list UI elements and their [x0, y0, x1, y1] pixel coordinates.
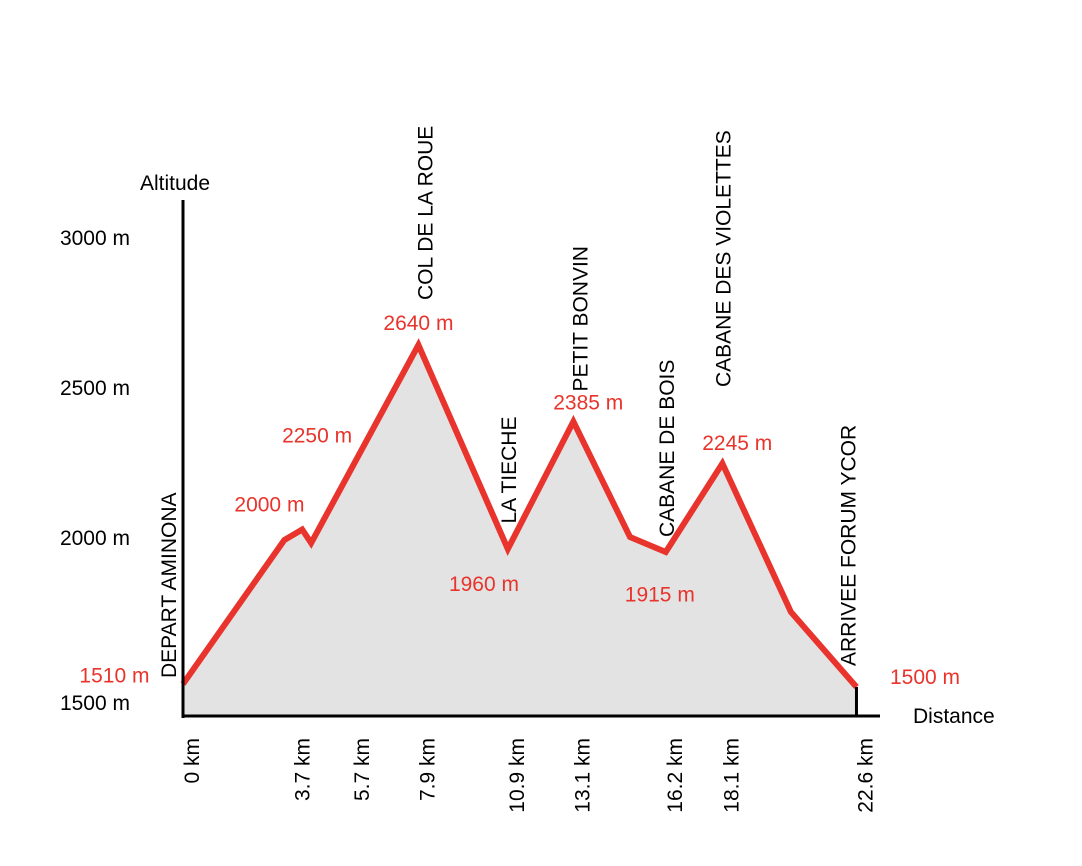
elevation-label: 2250 m	[282, 425, 352, 448]
waypoint-label: DEPART AMINONA	[158, 492, 181, 678]
x-tick-label: 5.7 km	[351, 738, 374, 801]
elevation-label: 1500 m	[890, 666, 960, 689]
y-axis-title: Altitude	[140, 172, 210, 195]
y-tick-label: 3000 m	[60, 227, 130, 250]
waypoint-label: CABANE DE BOIS	[656, 360, 679, 537]
y-tick-label: 2000 m	[60, 527, 130, 550]
x-tick-label: 7.9 km	[416, 738, 439, 801]
x-tick-label: 18.1 km	[720, 738, 743, 813]
profile-line	[180, 338, 859, 689]
elevation-label: 2000 m	[234, 494, 304, 517]
y-tick-label: 1500 m	[60, 692, 130, 715]
waypoint-label: CABANE DES VIOLETTES	[712, 130, 735, 387]
elevation-label: 2640 m	[383, 312, 453, 335]
x-tick-labels: 0 km 3.7 km 5.7 km 7.9 km 10.9 km 13.1 km 16.2…	[181, 738, 877, 813]
waypoint-label: ARRIVEE FORUM YCOR	[838, 425, 861, 666]
x-tick-label: 13.1 km	[571, 738, 594, 813]
x-tick-label: 0 km	[181, 738, 204, 784]
waypoint-label: LA TIECHE	[498, 417, 521, 524]
x-axis-title: Distance	[913, 705, 995, 728]
x-tick-label: 10.9 km	[506, 738, 529, 813]
elevation-label: 1510 m	[79, 665, 149, 688]
elevation-label: 2385 m	[553, 392, 623, 415]
y-tick-label: 2500 m	[60, 377, 130, 400]
waypoint-label: COL DE LA ROUE	[414, 126, 437, 300]
elevation-labels: 1510 m 2000 m 2250 m 2640 m 1960 m 2385 m 1915…	[79, 312, 960, 689]
x-tick-label: 16.2 km	[664, 738, 687, 813]
elevation-label: 2245 m	[702, 432, 772, 455]
x-tick-label: 22.6 km	[854, 738, 877, 813]
y-tick-labels: 1500 m 2000 m 2500 m 3000 m	[60, 227, 130, 715]
elevation-label: 1960 m	[449, 573, 519, 596]
waypoint-labels: DEPART AMINONA COL DE LA ROUE LA TIECHE PET…	[158, 126, 860, 678]
waypoint-label: PETIT BONVIN	[569, 246, 592, 391]
x-tick-label: 3.7 km	[291, 738, 314, 801]
elevation-label: 1915 m	[625, 584, 695, 607]
